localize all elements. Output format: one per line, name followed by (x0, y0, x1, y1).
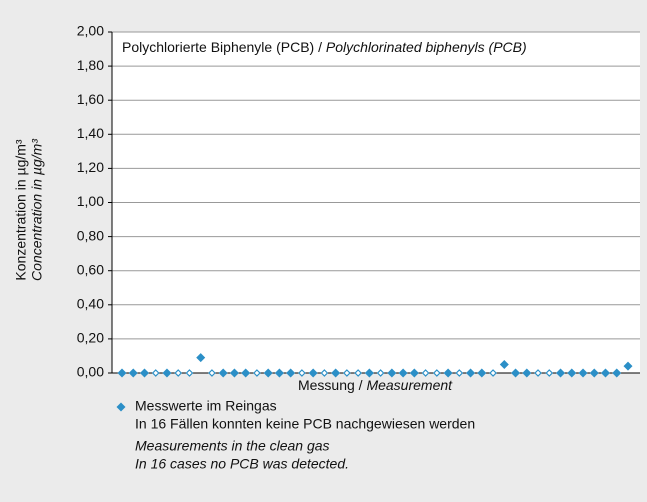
data-point (567, 368, 577, 378)
data-point (263, 368, 273, 378)
y-tick-label: 0,00 (77, 364, 104, 380)
y-tick-label: 1,80 (77, 57, 104, 73)
legend-label: Messwerte im Reingas (135, 398, 277, 414)
data-point (117, 368, 127, 378)
legend: Messwerte im Reingas In 16 Fällen konnte… (135, 398, 475, 472)
data-point (398, 368, 408, 378)
y-tick-label: 1,00 (77, 193, 104, 209)
y-tick-label: 1,40 (77, 125, 104, 141)
data-point (174, 369, 183, 377)
data-point (253, 369, 261, 377)
data-point (477, 368, 487, 378)
legend-marker (116, 402, 126, 412)
data-point (218, 368, 228, 378)
y-tick-label: 1,60 (77, 91, 104, 107)
data-point (443, 368, 453, 378)
data-point (298, 369, 306, 377)
data-point (499, 359, 509, 369)
data-point (308, 368, 318, 378)
data-point (274, 368, 284, 378)
legend-note: In 16 cases no PCB was detected. (135, 456, 349, 472)
x-label-en: Measurement (366, 377, 453, 393)
data-point (623, 361, 633, 371)
data-point (589, 368, 599, 378)
y-tick-label: 0,40 (77, 296, 104, 312)
data-point (522, 368, 532, 378)
data-point (241, 368, 251, 378)
data-point (432, 369, 441, 377)
data-point (455, 369, 464, 377)
data-point (545, 369, 554, 377)
data-point (489, 369, 497, 377)
y-tick-label: 2,00 (77, 23, 104, 39)
y-axis-label-en: Concentration in µg/m³ (29, 139, 45, 281)
data-point (331, 368, 341, 378)
data-point (208, 369, 216, 377)
data-point (421, 369, 430, 377)
data-point (185, 369, 194, 377)
data-point (286, 368, 296, 378)
data-point (466, 368, 476, 378)
data-point (354, 369, 362, 377)
data-point (376, 369, 385, 377)
title-de: Polychlorierte Biphenyle (PCB) / (122, 39, 322, 55)
data-point (162, 368, 172, 378)
data-point (320, 369, 329, 377)
y-tick-label: 0,20 (77, 330, 104, 346)
data-point (139, 368, 149, 378)
data-point (229, 368, 239, 378)
y-tick-label: 1,20 (77, 159, 104, 175)
data-point (511, 368, 521, 378)
data-point (534, 369, 542, 377)
data-point (196, 353, 206, 363)
data-point (387, 368, 397, 378)
data-point (556, 368, 566, 378)
data-point (128, 368, 138, 378)
data-point (601, 368, 611, 378)
y-axis-label: Konzentration in µg/m³ (13, 139, 29, 280)
legend-note: Measurements in the clean gas (135, 438, 330, 454)
data-point (343, 369, 351, 377)
data-point (578, 368, 588, 378)
y-tick-label: 0,60 (77, 261, 104, 277)
data-point (364, 368, 374, 378)
legend-note: In 16 Fällen konnten keine PCB nachgewie… (135, 416, 475, 432)
data-point (151, 369, 160, 377)
data-point (409, 368, 419, 378)
data-point (612, 368, 622, 378)
y-tick-label: 0,80 (77, 227, 104, 243)
chart-title: Polychlorierte Biphenyle (PCB) / Polychl… (122, 39, 527, 55)
x-axis-label: Messung / Measurement (298, 377, 453, 393)
x-label-de: Messung / (298, 377, 363, 393)
title-en: Polychlorinated biphenyls (PCB) (326, 39, 527, 55)
